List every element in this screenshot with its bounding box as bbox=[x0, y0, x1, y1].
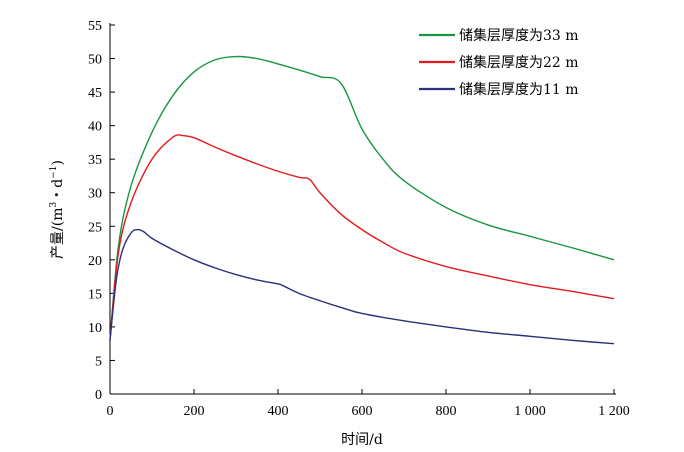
y-axis-title-mid: ・d bbox=[50, 179, 66, 202]
y-axis-title-main: 产量/(m bbox=[50, 207, 66, 258]
y-tick-label: 40 bbox=[88, 120, 102, 135]
legend-label-11m: 储集层厚度为11 m bbox=[459, 81, 579, 98]
series-line-22m bbox=[109, 134, 615, 341]
series-line-11m bbox=[109, 228, 615, 345]
y-tick-label: 20 bbox=[88, 254, 102, 269]
y-tick-label: 25 bbox=[88, 220, 102, 235]
y-tick-label: 30 bbox=[88, 187, 102, 202]
legend-label-22m: 储集层厚度为22 m bbox=[459, 54, 579, 71]
y-tick-label: 45 bbox=[88, 86, 102, 101]
y-ticks: 0 5 10 15 20 25 30 35 40 45 50 55 bbox=[88, 19, 115, 403]
y-axis-title-end: ) bbox=[50, 160, 66, 165]
x-tick-label: 800 bbox=[436, 404, 457, 419]
x-axis-title: 时间/d bbox=[341, 432, 383, 448]
x-tick-label: 1 200 bbox=[598, 404, 630, 419]
x-tick-label: 0 bbox=[107, 404, 114, 419]
y-tick-label: 15 bbox=[88, 287, 102, 302]
series-line-33m bbox=[109, 55, 615, 341]
y-tick-label: 5 bbox=[95, 354, 102, 369]
x-tick-label: 600 bbox=[352, 404, 373, 419]
legend: 储集层厚度为33 m 储集层厚度为22 m 储集层厚度为11 m bbox=[419, 27, 579, 98]
x-ticks: 0 200 400 600 800 1 000 1 200 bbox=[107, 389, 630, 419]
y-tick-label: 35 bbox=[88, 153, 102, 168]
x-tick-label: 200 bbox=[184, 404, 205, 419]
series-layer bbox=[109, 55, 615, 345]
x-tick-label: 400 bbox=[268, 404, 289, 419]
y-axis-title-sup2: −1 bbox=[49, 166, 59, 179]
x-tick-label: 1 000 bbox=[514, 404, 546, 419]
y-axis-title: 产量/(m3・d−1) bbox=[49, 160, 66, 259]
legend-label-33m: 储集层厚度为33 m bbox=[459, 27, 579, 44]
y-tick-label: 10 bbox=[88, 321, 102, 336]
y-tick-label: 55 bbox=[88, 19, 102, 34]
y-tick-label: 50 bbox=[88, 53, 102, 68]
y-axis-title-sup1: 3 bbox=[49, 201, 59, 207]
y-tick-label: 0 bbox=[95, 388, 102, 403]
